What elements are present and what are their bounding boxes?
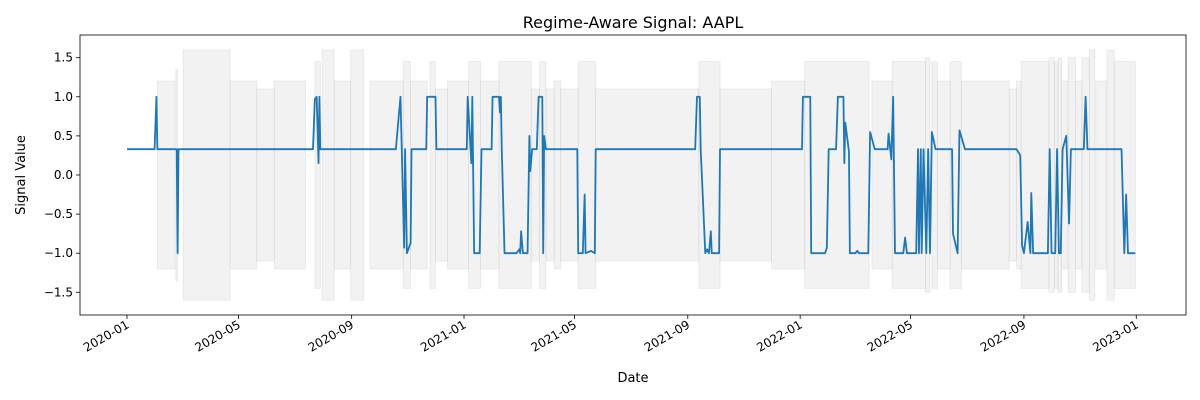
y-tick-label: 1.0: [54, 90, 73, 104]
regime-band: [1113, 61, 1136, 289]
x-tick-label: 2020-09: [306, 317, 356, 354]
regime-band: [960, 80, 1010, 270]
regime-band: [314, 61, 321, 289]
regime-band: [435, 88, 448, 262]
x-tick-label: 2020-05: [192, 317, 242, 354]
regime-band: [1020, 61, 1050, 289]
y-tick-label: 0.5: [54, 129, 73, 143]
x-tick-label: 2021-05: [529, 317, 579, 354]
regime-band: [1088, 49, 1096, 301]
regime-band: [553, 80, 562, 270]
regime-band: [350, 49, 365, 301]
regime-band: [871, 80, 893, 270]
regime-band: [429, 61, 436, 289]
regime-band: [936, 80, 951, 270]
regime-band: [577, 61, 597, 289]
x-tick-label: 2020-01: [81, 317, 131, 354]
regime-band: [156, 80, 176, 270]
x-tick-label: 2022-01: [754, 317, 804, 354]
x-tick-label: 2022-09: [978, 317, 1028, 354]
y-tick-label: −1.5: [44, 285, 73, 299]
x-tick-label: 2022-05: [865, 317, 915, 354]
regime-band: [369, 80, 404, 270]
regime-band: [1095, 80, 1108, 270]
regime-band: [804, 61, 870, 289]
chart-title: Regime-Aware Signal: AAPL: [523, 13, 744, 32]
signal-line: [126, 95, 1136, 255]
x-tick-label: 2023-01: [1090, 317, 1140, 354]
regime-band: [719, 88, 772, 262]
y-tick-label: −0.5: [44, 207, 73, 221]
regime-band: [1081, 57, 1090, 293]
regime-band: [1008, 88, 1017, 262]
regime-band: [1057, 57, 1063, 293]
y-tick-label: −1.0: [44, 246, 73, 260]
regime-band: [530, 88, 540, 262]
regime-band: [447, 80, 470, 270]
regime-band: [256, 88, 275, 262]
regime-band: [931, 61, 938, 289]
regime-band: [949, 61, 962, 289]
regime-band: [545, 88, 555, 262]
regime-band: [771, 80, 806, 270]
regime-band: [1106, 49, 1115, 301]
regime-band: [321, 49, 335, 301]
regime-band: [273, 80, 307, 270]
regime-band: [498, 61, 532, 289]
regime-band: [229, 80, 258, 270]
regime-band: [333, 80, 352, 270]
regime-band: [480, 80, 500, 270]
regime-band: [595, 88, 700, 262]
y-axis-label: Signal Value: [14, 135, 29, 215]
regime-band: [1075, 80, 1083, 270]
regime-band: [410, 80, 428, 270]
regime-band: [1067, 57, 1076, 293]
regime-band: [182, 49, 231, 301]
regime-band: [560, 88, 579, 262]
regime-band: [468, 61, 481, 289]
x-axis-label: Date: [617, 371, 648, 386]
y-tick-label: 1.5: [54, 51, 73, 65]
x-tick-label: 2021-01: [418, 317, 468, 354]
x-tick-label: 2021-09: [642, 317, 692, 354]
y-tick-label: 0.0: [54, 168, 73, 182]
